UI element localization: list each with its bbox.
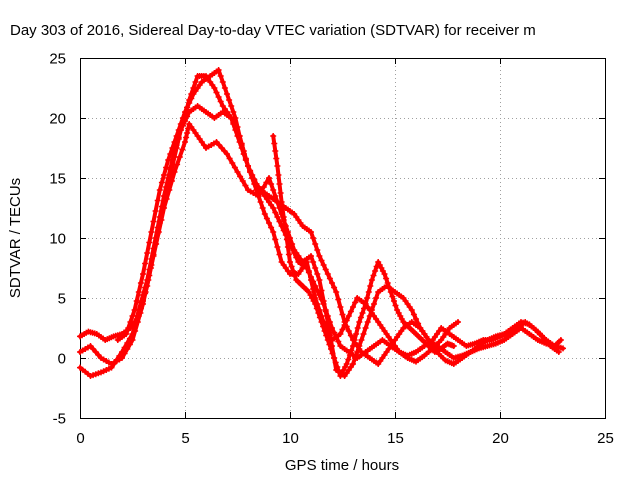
y-tick-label: 0 xyxy=(58,351,66,368)
x-tick-label: 10 xyxy=(282,430,299,447)
x-tick-label: 20 xyxy=(492,430,509,447)
data-series xyxy=(77,67,566,379)
y-axis-label: SDTVAR / TECUs xyxy=(7,178,24,298)
series-point-markers xyxy=(270,133,457,379)
series-pass-4 xyxy=(114,67,564,367)
chart-title: Day 303 of 2016, Sidereal Day-to-day VTE… xyxy=(10,22,536,39)
series-point-markers xyxy=(114,67,564,367)
series-pass-5 xyxy=(270,133,457,379)
x-tick-label: 25 xyxy=(597,430,614,447)
series-line xyxy=(78,104,561,378)
x-axis-label: GPS time / hours xyxy=(285,457,399,474)
y-tick-label: -5 xyxy=(53,411,66,428)
y-tick-label: 10 xyxy=(49,231,66,248)
y-tick-label: 20 xyxy=(49,111,66,128)
x-tick-label: 5 xyxy=(181,430,189,447)
axis-ticks: 0 5 10 15 20 25 -5 0 5 10 15 20 25 xyxy=(49,51,614,448)
grid-lines xyxy=(80,58,605,418)
x-tick-label: 0 xyxy=(76,430,84,447)
x-tick-label: 15 xyxy=(387,430,404,447)
y-tick-label: 5 xyxy=(58,291,66,308)
y-tick-label: 25 xyxy=(49,51,66,68)
y-tick-label: 15 xyxy=(49,171,66,188)
